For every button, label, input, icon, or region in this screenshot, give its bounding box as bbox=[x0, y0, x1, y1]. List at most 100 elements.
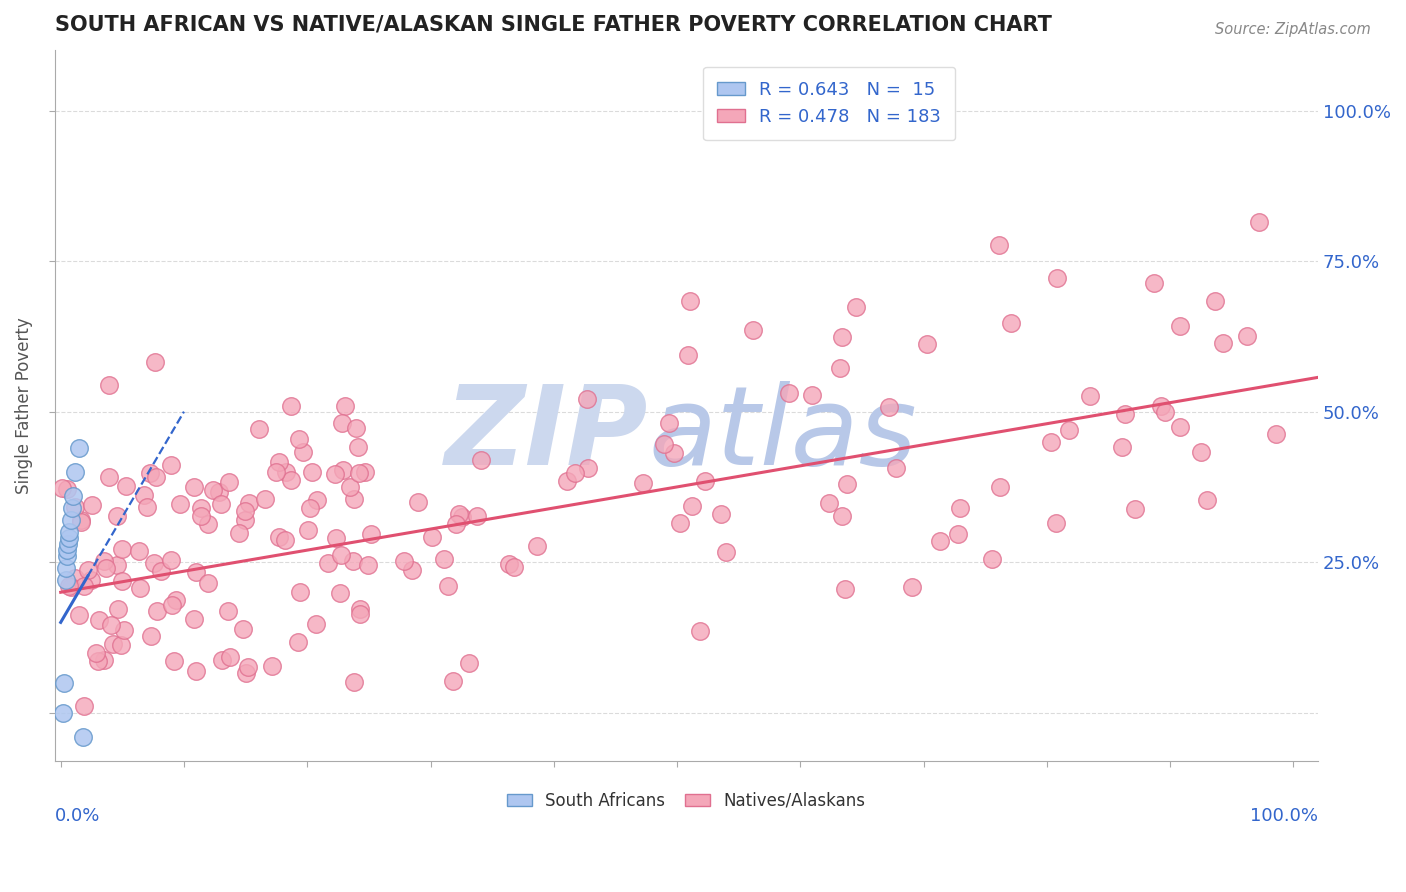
Point bbox=[218, 475, 240, 489]
Point bbox=[80, 573, 103, 587]
Point bbox=[1212, 335, 1234, 350]
Point bbox=[1264, 426, 1286, 441]
Point bbox=[948, 527, 970, 541]
Point bbox=[576, 392, 599, 406]
Point bbox=[235, 666, 257, 681]
Point bbox=[217, 604, 239, 618]
Point bbox=[1143, 276, 1166, 290]
Point bbox=[58, 531, 80, 545]
Point bbox=[1168, 420, 1191, 434]
Point bbox=[801, 387, 824, 401]
Point bbox=[228, 526, 250, 541]
Point bbox=[1045, 516, 1067, 531]
Point bbox=[301, 465, 323, 479]
Point bbox=[280, 400, 302, 414]
Point bbox=[267, 530, 290, 544]
Point bbox=[714, 544, 737, 558]
Point bbox=[160, 598, 183, 612]
Point bbox=[89, 614, 111, 628]
Text: ZIP: ZIP bbox=[444, 381, 648, 488]
Point bbox=[681, 499, 703, 513]
Point bbox=[357, 558, 380, 572]
Point bbox=[100, 617, 122, 632]
Point bbox=[741, 323, 763, 337]
Text: SOUTH AFRICAN VS NATIVE/ALASKAN SINGLE FATHER POVERTY CORRELATION CHART: SOUTH AFRICAN VS NATIVE/ALASKAN SINGLE F… bbox=[55, 15, 1052, 35]
Point bbox=[134, 487, 156, 501]
Point bbox=[901, 580, 924, 594]
Point bbox=[186, 664, 208, 678]
Point bbox=[444, 516, 467, 531]
Point bbox=[929, 534, 952, 549]
Point bbox=[159, 458, 181, 473]
Y-axis label: Single Father Poverty: Single Father Poverty bbox=[15, 318, 32, 494]
Point bbox=[128, 544, 150, 558]
Point bbox=[695, 474, 717, 488]
Point bbox=[93, 652, 115, 666]
Point bbox=[1111, 441, 1133, 455]
Point bbox=[877, 401, 900, 415]
Point bbox=[80, 498, 103, 512]
Point bbox=[1040, 434, 1063, 449]
Point bbox=[58, 524, 80, 539]
Point bbox=[884, 461, 907, 475]
Point bbox=[96, 561, 118, 575]
Point bbox=[63, 500, 86, 515]
Point bbox=[526, 539, 548, 553]
Point bbox=[406, 494, 429, 508]
Point bbox=[676, 348, 699, 362]
Point bbox=[190, 509, 212, 524]
Point bbox=[197, 517, 219, 532]
Point bbox=[274, 533, 297, 547]
Point bbox=[280, 473, 302, 487]
Point bbox=[555, 474, 578, 488]
Point bbox=[59, 513, 82, 527]
Point bbox=[360, 526, 382, 541]
Point bbox=[97, 378, 120, 392]
Point bbox=[260, 659, 283, 673]
Point bbox=[307, 493, 329, 508]
Point bbox=[267, 455, 290, 469]
Point bbox=[470, 453, 492, 467]
Point bbox=[186, 565, 208, 579]
Point bbox=[498, 557, 520, 571]
Point bbox=[433, 552, 456, 566]
Point bbox=[392, 554, 415, 568]
Point bbox=[149, 564, 172, 578]
Point bbox=[679, 293, 702, 308]
Point bbox=[105, 558, 128, 572]
Point bbox=[93, 554, 115, 568]
Point bbox=[65, 465, 87, 479]
Point bbox=[55, 573, 77, 587]
Point bbox=[139, 629, 162, 643]
Point bbox=[1057, 423, 1080, 437]
Point bbox=[333, 399, 356, 413]
Point bbox=[219, 649, 242, 664]
Point bbox=[343, 675, 366, 690]
Point bbox=[67, 607, 90, 622]
Point bbox=[238, 495, 260, 509]
Point bbox=[110, 638, 132, 652]
Point bbox=[70, 515, 93, 529]
Point bbox=[67, 441, 90, 455]
Point bbox=[111, 574, 134, 589]
Point bbox=[112, 623, 135, 637]
Point bbox=[835, 477, 858, 491]
Point bbox=[465, 509, 488, 524]
Point bbox=[73, 579, 96, 593]
Point bbox=[62, 489, 84, 503]
Point bbox=[981, 552, 1004, 566]
Point bbox=[1000, 316, 1022, 330]
Point bbox=[576, 460, 599, 475]
Point bbox=[111, 541, 134, 556]
Point bbox=[1046, 270, 1069, 285]
Point bbox=[457, 656, 479, 670]
Point bbox=[190, 500, 212, 515]
Point bbox=[1247, 215, 1270, 229]
Point bbox=[830, 361, 852, 376]
Point bbox=[87, 654, 110, 668]
Point bbox=[183, 612, 205, 626]
Point bbox=[353, 465, 375, 479]
Legend: South Africans, Natives/Alaskans: South Africans, Natives/Alaskans bbox=[501, 785, 872, 816]
Point bbox=[845, 300, 868, 314]
Point bbox=[160, 553, 183, 567]
